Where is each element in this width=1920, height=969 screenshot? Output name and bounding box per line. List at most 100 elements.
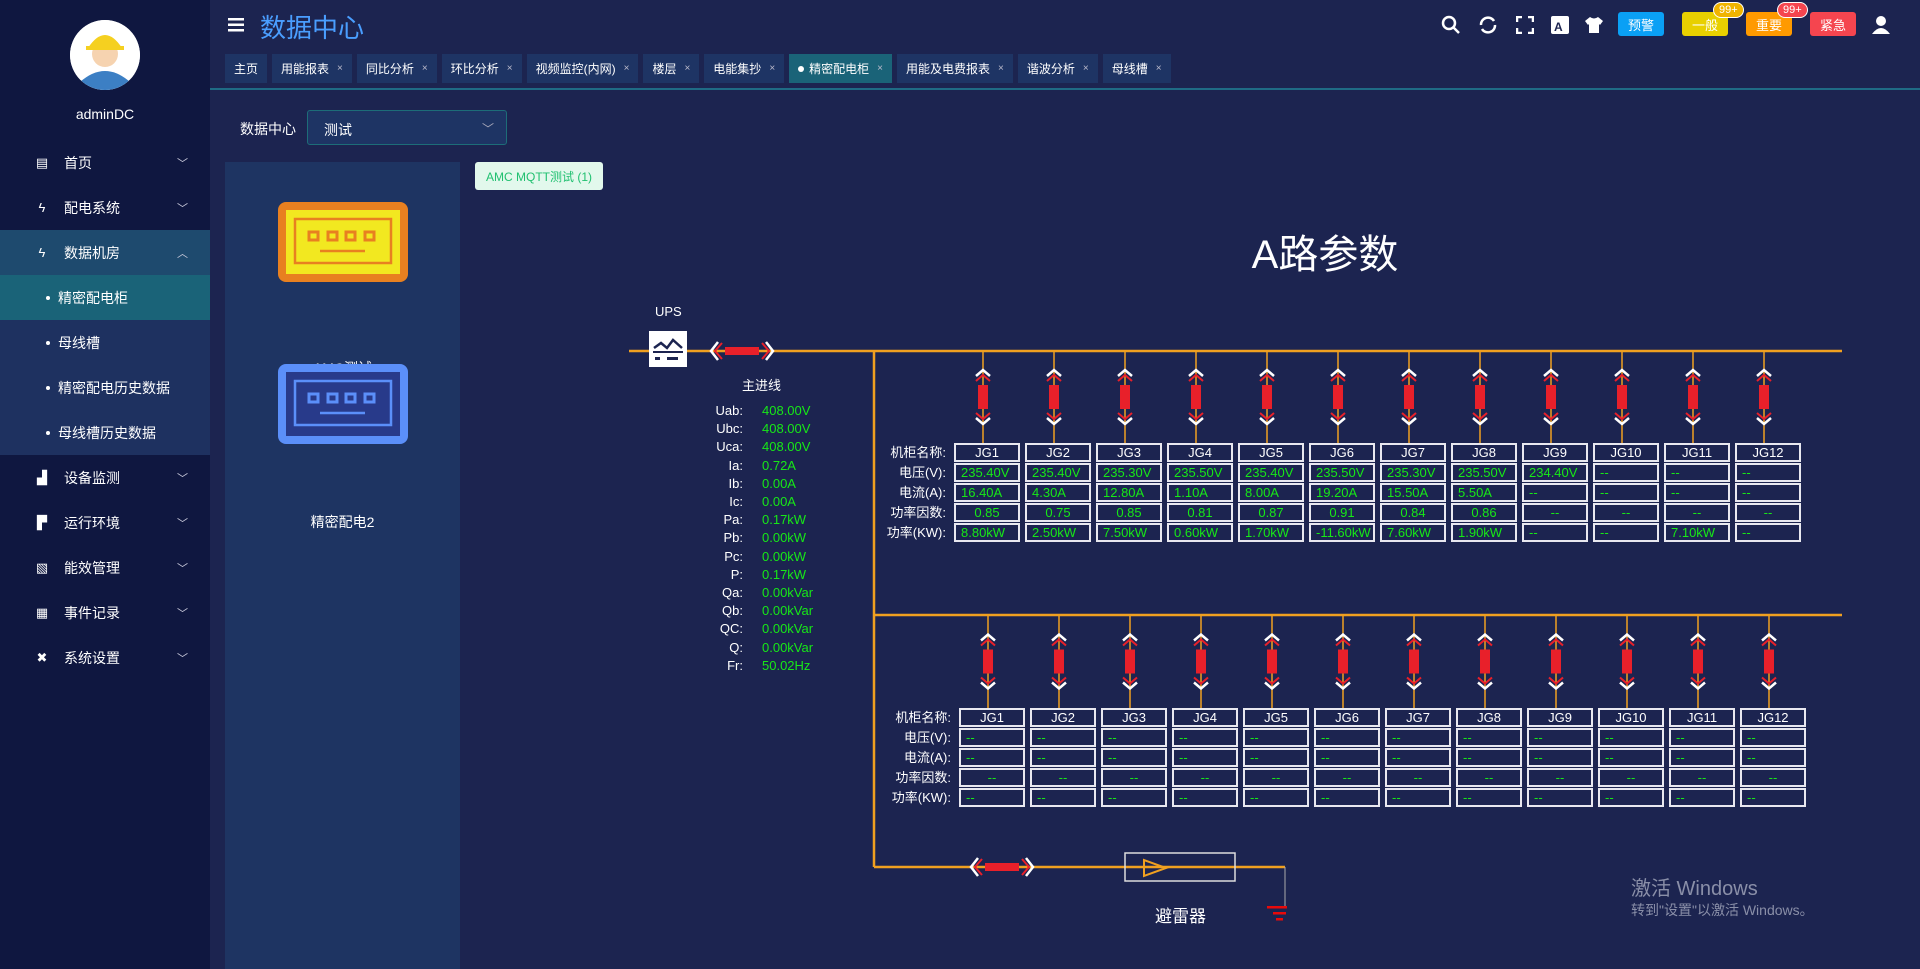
search-icon[interactable] <box>1440 14 1462 36</box>
device-name[interactable]: 精密配电2 <box>310 514 375 530</box>
cabinet-value-cell: -- <box>1598 768 1664 787</box>
close-icon[interactable]: × <box>421 63 428 74</box>
refresh-icon[interactable] <box>1477 14 1499 36</box>
sidebar-subitem-3[interactable]: 母线槽历史数据 <box>0 410 210 455</box>
cabinet-value-cell: -- <box>1101 788 1167 807</box>
cabinet-name-cell: JG3 <box>1101 708 1167 727</box>
cabinet-value-cell: 16.40A <box>954 483 1020 502</box>
cabinet-value-cell: 2.50kW <box>1025 523 1091 542</box>
close-icon[interactable]: × <box>877 63 884 74</box>
cabinet-name-cell: JG12 <box>1735 443 1801 462</box>
tab-3[interactable]: 环比分析 × <box>441 54 522 83</box>
row-label: 机柜名称: <box>890 445 946 460</box>
close-icon[interactable]: × <box>623 63 630 74</box>
sidebar-item-7[interactable]: ✖ 系统设置 ﹀ <box>0 635 210 680</box>
sidebar-item-4[interactable]: ▛ 运行环境 ﹀ <box>0 500 210 545</box>
param-label: Pc: <box>724 548 743 564</box>
tab-4[interactable]: 视频监控(内网) × <box>526 54 639 83</box>
close-icon[interactable]: × <box>684 63 691 74</box>
param-value: 0.00kW <box>762 548 807 564</box>
cabinet-name-cell: JG10 <box>1593 443 1659 462</box>
cabinet-value-cell: -- <box>1522 503 1588 522</box>
sidebar-subitem-0[interactable]: 精密配电柜 <box>0 275 210 320</box>
branch-breaker-icon <box>1122 615 1138 708</box>
tab-2[interactable]: 同比分析 × <box>356 54 437 83</box>
cabinet-value-cell: 234.40V <box>1522 463 1588 482</box>
fullscreen-icon[interactable] <box>1514 14 1536 36</box>
cabinet-value-cell: -- <box>1593 523 1659 542</box>
tab-5[interactable]: 楼层 × <box>643 54 700 83</box>
sidebar-subitem-1[interactable]: 母线槽 <box>0 320 210 365</box>
branch-breaker-icon <box>1117 351 1133 443</box>
sidebar-item-5[interactable]: ▧ 能效管理 ﹀ <box>0 545 210 590</box>
close-icon[interactable]: × <box>769 63 776 74</box>
sidebar-item-2[interactable]: ϟ 数据机房 ︿ <box>0 230 210 275</box>
menu-toggle-icon[interactable] <box>228 18 244 32</box>
cabinet-value-cell: -- <box>1522 483 1588 502</box>
tab-7[interactable]: 精密配电柜 × <box>789 54 893 83</box>
branch-breaker-icon <box>1188 351 1204 443</box>
data-center-select[interactable]: 测试 ﹀ <box>307 110 507 145</box>
tab-10[interactable]: 母线槽 × <box>1102 54 1171 83</box>
cabinet-value-cell: 235.30V <box>1380 463 1446 482</box>
cabinet-value-cell: -- <box>1740 788 1806 807</box>
cabinet-value-cell: -- <box>959 768 1025 787</box>
cabinet-device-icon[interactable] <box>278 202 408 282</box>
sidebar-item-3[interactable]: ▟ 设备监测 ﹀ <box>0 455 210 500</box>
cabinet-value-cell: -- <box>1527 728 1593 747</box>
cabinet-name-cell: JG2 <box>1025 443 1091 462</box>
chevron-down-icon: ﹀ <box>177 157 188 170</box>
cabinet-value-cell: 235.50V <box>1309 463 1375 482</box>
close-icon[interactable]: × <box>337 63 343 74</box>
alarm-button-0[interactable]: 预警 <box>1618 12 1664 36</box>
branch-breaker-icon <box>1401 351 1417 443</box>
close-icon[interactable]: × <box>1082 63 1089 74</box>
sidebar-subitem-2[interactable]: 精密配电历史数据 <box>0 365 210 410</box>
sidebar-item-0[interactable]: ▤ 首页 ﹀ <box>0 140 210 185</box>
cabinet-value-cell: 1.10A <box>1167 483 1233 502</box>
sidebar-item-1[interactable]: ϟ 配电系统 ﹀ <box>0 185 210 230</box>
cabinet-value-cell: -11.60kW <box>1309 523 1375 542</box>
cabinet-value-cell: 0.91 <box>1309 503 1375 522</box>
close-icon[interactable]: × <box>998 63 1004 74</box>
tab-1[interactable]: 用能报表 × <box>272 54 352 83</box>
device-tag-button[interactable]: AMC MQTT测试 (1) <box>475 162 603 190</box>
cabinet-value-cell: 0.87 <box>1238 503 1304 522</box>
cabinet-value-cell: -- <box>1735 463 1801 482</box>
sidebar: adminDC ▤ 首页 ﹀ ϟ 配电系统 ﹀ ϟ 数据机房 ︿ 精密配电柜 母线槽 精密配电历史数据… <box>0 0 210 969</box>
row-label: 电流(A): <box>899 485 946 500</box>
row-label: 功率因数: <box>895 770 951 785</box>
branch-breaker-icon <box>1477 615 1493 708</box>
tab-6[interactable]: 电能集抄 × <box>704 54 785 83</box>
cabinet-device-icon[interactable] <box>278 364 408 444</box>
cabinet-value-cell: -- <box>1598 788 1664 807</box>
tab-label: 环比分析 <box>450 62 499 76</box>
cabinet-value-cell: -- <box>1243 728 1309 747</box>
branch-breaker-icon <box>1406 615 1422 708</box>
sidebar-item-6[interactable]: ▦ 事件记录 ﹀ <box>0 590 210 635</box>
alarm-count-badge: 99+ <box>1777 2 1808 18</box>
theme-shirt-icon[interactable] <box>1583 14 1605 36</box>
avatar[interactable] <box>70 20 140 90</box>
close-icon[interactable]: × <box>506 63 513 74</box>
close-icon[interactable]: × <box>1155 63 1162 74</box>
cabinet-value-cell: 0.85 <box>954 503 1020 522</box>
cabinet-value-cell: 7.50kW <box>1096 523 1162 542</box>
branch-breaker-icon <box>1259 351 1275 443</box>
lightning-arrester-icon <box>1124 852 1236 882</box>
param-label: Ic: <box>729 494 743 509</box>
user-icon[interactable] <box>1870 14 1892 36</box>
cabinet-value-cell: -- <box>1385 768 1451 787</box>
tab-8[interactable]: 用能及电费报表 × <box>897 54 1013 83</box>
lightning-icon: ϟ <box>38 245 46 260</box>
alarm-button-3[interactable]: 紧急 <box>1810 12 1856 36</box>
cabinet-name-cell: JG5 <box>1243 708 1309 727</box>
param-label: Uca: <box>716 439 743 455</box>
translate-icon[interactable]: A <box>1549 14 1571 36</box>
param-value: 408.00V <box>762 439 811 455</box>
cabinet-value-cell: 235.40V <box>954 463 1020 482</box>
tab-9[interactable]: 谐波分析 × <box>1017 54 1098 83</box>
cabinet-value-cell: -- <box>1385 788 1451 807</box>
tab-0[interactable]: 主页 <box>225 54 268 83</box>
filter-label: 数据中心 <box>240 121 296 137</box>
